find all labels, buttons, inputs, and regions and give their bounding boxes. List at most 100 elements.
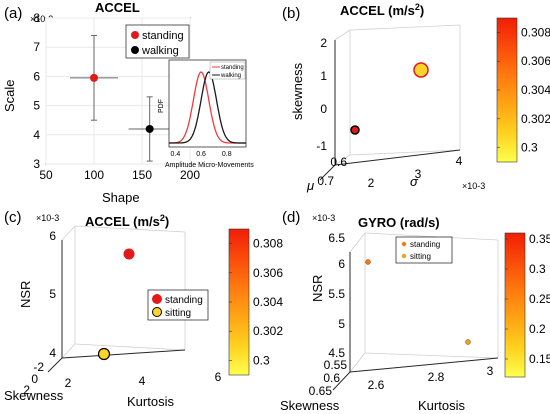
panel-d-edge-floor-back	[364, 352, 499, 359]
panel-a-ytick-label: 7	[33, 40, 40, 54]
panel-b-ztick-label: 2	[320, 36, 327, 50]
panel-d: (d) GYRO (rad/s) ×10-3 6.565.554.50.550.…	[280, 209, 550, 413]
panel-b-ytick-label: 0.6	[330, 155, 347, 169]
panel-d-xlabel: Kurtosis	[418, 398, 465, 413]
inset-curve-walking	[169, 71, 246, 144]
panel-b-ylabel: μ	[306, 178, 314, 193]
panel-c-ztick-label: 6	[49, 229, 56, 243]
panel-c-legend: standing sitting	[147, 289, 209, 321]
inset-legend-walking-label: walking	[220, 73, 241, 79]
panel-d-colorbar-ticks: 0.35 0.3 0.25 0.2 0.15	[505, 232, 550, 366]
inset-xtick-label: 0.4	[171, 151, 181, 158]
inset-xtick-label: 0.6	[196, 151, 206, 158]
panel-d-point-standing	[365, 259, 371, 265]
panel-c-xtick-label: 6	[215, 370, 222, 384]
panel-a-ytick-label: 5	[33, 99, 40, 113]
panel-d-legend-standing-label: standing	[410, 240, 440, 249]
panel-c-ylabel: Skewness	[4, 388, 64, 403]
panel-d-y-axis	[332, 371, 351, 391]
panel-d-xtick-label: 2.6	[368, 378, 385, 392]
panel-b-title: ACCEL (m/s2)	[340, 2, 424, 18]
panel-a-xlabel: Shape	[102, 190, 140, 205]
panel-a-ylabel: Scale	[2, 79, 17, 112]
panel-d-title: GYRO (rad/s)	[358, 215, 440, 230]
panel-a-point-walking	[145, 124, 154, 133]
panel-a-legend: standing walking	[125, 24, 190, 59]
panel-d-ytick-label: 0.6	[323, 371, 340, 385]
panel-a-title: ACCEL	[95, 0, 140, 15]
panel-d-legend-box	[395, 236, 453, 264]
colorbar-tick-label: 0.306	[521, 54, 550, 68]
colorbar-tick-label: 0.308	[521, 25, 550, 39]
panel-a-ytick-label: 6	[33, 69, 40, 83]
panel-a-marks	[70, 35, 171, 162]
panel-d-edge-top-left	[349, 232, 366, 253]
panel-d-3d-box	[349, 232, 499, 373]
panel-b-ztick-label: 1	[320, 69, 327, 83]
colorbar-tick-label: 0.35	[529, 232, 550, 246]
panel-c-edge-top-back	[74, 225, 186, 233]
panel-d-ztick-label: 6	[338, 257, 345, 271]
panel-d-z-exponent: ×10-3	[312, 213, 335, 223]
panel-b-ztick-label: 0	[320, 102, 327, 116]
panel-c-zlabel: NSR	[18, 281, 33, 308]
panel-b-y-axis	[319, 164, 336, 181]
panel-c-xtick-label: 2	[65, 376, 72, 390]
panel-d-legend-sitting-label: sitting	[410, 252, 431, 261]
panel-d-x-axis	[349, 357, 499, 373]
panel-d-tick-labels: 6.5 6 5.5 5 4.50.550.60.65 2.6 2.8 3	[309, 231, 494, 398]
panel-a-xtick-label: 150	[132, 168, 152, 182]
panel-d-point-sitting	[465, 339, 471, 345]
panel-b-edge-top-back	[349, 24, 461, 31]
panel-c-ytick-label: 0	[31, 372, 38, 386]
panel-d-ytick-label: 0.55	[324, 358, 348, 372]
panel-c-ztick-label: 4	[49, 346, 56, 360]
panel-d-edge-floor-left	[349, 352, 366, 373]
panel-a-inset: 0.4 0.6 0.8 PDF Amplitude Micro-Movements …	[158, 59, 254, 169]
panel-b-colorbar-ticks: 0.308 0.306 0.304 0.302 0.3	[497, 25, 550, 155]
colorbar-tick-label: 0.304	[253, 295, 283, 309]
panel-d-ztick-label: 6.5	[328, 231, 345, 245]
panel-b-point-2	[350, 125, 360, 135]
panel-a-y-exponent: ×10-3	[30, 14, 53, 24]
panel-a-point-standing	[90, 73, 98, 82]
panel-c-ytick-label: -2	[33, 360, 44, 374]
inset-curves	[169, 71, 246, 144]
panel-c-legend-sitting-label: sitting	[165, 308, 191, 319]
panel-label-a: (a)	[4, 5, 22, 22]
inset-legend-standing-label: standing	[221, 65, 244, 71]
panel-c-xlabel: Kurtosis	[127, 394, 174, 409]
panel-b-x-exponent: ×10-3	[462, 181, 485, 191]
panel-c-legend-standing-label: standing	[165, 295, 203, 306]
inset-tick-labels: 0.4 0.6 0.8	[171, 151, 232, 158]
panel-c-xtick-label: 4	[139, 374, 146, 388]
panel-c-ztick-label: 5	[49, 287, 56, 301]
colorbar-tick-label: 0.3	[253, 353, 270, 367]
panel-c-ytick-label: 2	[23, 383, 30, 397]
panel-d-ztick-label: 5	[338, 317, 345, 331]
panel-d-xtick-label: 2.8	[428, 370, 445, 384]
panel-b-zlabel: skewness	[290, 62, 305, 120]
panel-b-xtick-label: 3	[415, 167, 422, 181]
legend-standing-marker	[131, 31, 139, 39]
inset-ylabel: PDF	[158, 99, 165, 113]
colorbar-tick-label: 0.2	[529, 322, 546, 336]
colorbar-tick-label: 0.15	[529, 352, 550, 366]
panel-c-edge-floor-left	[61, 343, 76, 359]
panel-b-point-1	[413, 62, 429, 78]
panel-a-tick-labels: 50 100 150 200 3 4 5 6 7 8	[33, 11, 200, 182]
panel-b-3d-box	[334, 24, 461, 166]
colorbar-tick-label: 0.302	[253, 324, 283, 338]
panel-d-legend-sitting-marker	[401, 253, 407, 259]
panel-a-xtick-label: 100	[84, 168, 104, 182]
panel-c-y-axis	[47, 357, 63, 373]
inset-legend: standing walking	[209, 61, 246, 80]
panel-c-tick-labels: 654-202 2 4 6	[23, 229, 221, 397]
panel-b-axes	[319, 40, 461, 181]
panel-d-colorbar	[504, 232, 526, 378]
panel-c-title: ACCEL (m/s2)	[85, 213, 169, 229]
panel-c: (c) ACCEL (m/s2) ×10-3 654-202 2 4 6 NSR Sk…	[4, 209, 283, 409]
panel-d-xtick-label: 3	[487, 364, 494, 378]
panel-b-edge-top-left	[334, 29, 351, 41]
